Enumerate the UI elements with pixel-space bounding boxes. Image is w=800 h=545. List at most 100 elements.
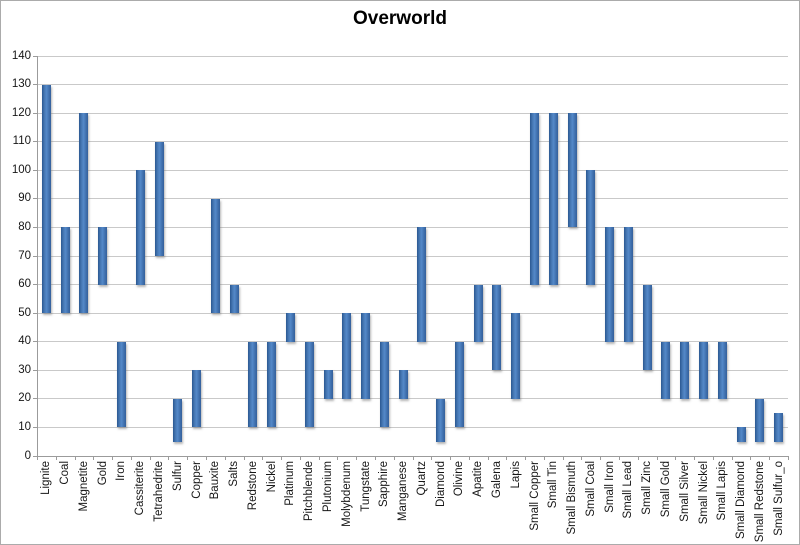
x-label-quartz: Quartz (415, 461, 428, 496)
bar-gold (98, 227, 108, 285)
bar-coal (60, 227, 70, 314)
bar-plutonium (323, 370, 333, 399)
x-axis-tick (130, 456, 132, 460)
x-label-small-zinc: Small Zinc (641, 461, 654, 515)
bar-cassiterite (135, 170, 145, 285)
gridline (37, 198, 788, 200)
x-axis-tick (731, 456, 733, 460)
bar-small-bismuth (567, 113, 577, 228)
x-axis-tick (412, 456, 414, 460)
x-label-tetrahedrite: Tetrahedrite (153, 461, 166, 522)
bar-small-lead (623, 227, 633, 342)
x-axis-tick (149, 456, 151, 460)
x-label-cassiterite: Cassiterite (134, 461, 147, 516)
y-axis-line (37, 56, 38, 457)
x-axis-tick (55, 456, 57, 460)
x-axis-tick (299, 456, 301, 460)
bar-small-nickel (699, 341, 708, 399)
bar-platinum (285, 313, 295, 342)
y-tick-label: 50 (18, 306, 31, 319)
x-label-small-silver: Small Silver (678, 461, 691, 522)
bar-nickel (267, 341, 277, 428)
y-axis-tick (33, 455, 37, 457)
bar-small-sulfur-o (774, 413, 784, 442)
x-label-small-lead: Small Lead (622, 461, 635, 519)
x-label-iron: Iron (115, 461, 128, 481)
bar-tungstate (361, 313, 371, 399)
x-axis-tick (224, 456, 226, 460)
y-tick-label: 120 (11, 106, 31, 119)
y-tick-label: 90 (18, 192, 31, 205)
y-axis-tick (33, 426, 37, 428)
x-axis-tick (468, 456, 470, 460)
bar-bauxite (210, 198, 220, 314)
gridline (37, 226, 788, 228)
y-tick-label: 130 (11, 78, 31, 91)
bar-small-silver (680, 341, 690, 399)
x-label-copper: Copper (190, 461, 203, 499)
x-label-lapis: Lapis (509, 461, 522, 489)
bar-small-zinc (642, 284, 652, 371)
x-label-small-diamond: Small Diamond (735, 461, 748, 539)
x-label-pitchblende: Pitchblende (303, 461, 316, 522)
x-label-nickel: Nickel (265, 461, 278, 493)
x-label-apatite: Apatite (472, 461, 485, 497)
x-label-gold: Gold (96, 461, 109, 486)
x-axis-tick (281, 456, 283, 460)
bar-tetrahedrite (154, 141, 164, 256)
x-axis-tick (93, 456, 95, 460)
x-axis-tick (619, 456, 621, 460)
x-label-small-nickel: Small Nickel (697, 461, 710, 525)
x-label-small-copper: Small Copper (528, 461, 541, 531)
y-tick-label: 100 (11, 163, 31, 176)
bar-redstone (248, 341, 258, 428)
x-axis-tick (168, 456, 170, 460)
x-label-lignite: Lignite (40, 461, 53, 495)
bar-sapphire (379, 341, 389, 428)
x-label-manganese: Manganese (397, 461, 410, 522)
y-tick-label: 140 (11, 49, 31, 62)
y-tick-label: 110 (12, 135, 31, 148)
x-axis-tick (675, 456, 677, 460)
x-axis-tick (337, 456, 339, 460)
x-label-small-gold: Small Gold (659, 461, 672, 518)
x-label-galena: Galena (490, 461, 503, 499)
x-axis-tick (318, 456, 320, 460)
y-axis-tick (33, 55, 37, 57)
gridline (37, 369, 788, 371)
bar-small-gold (661, 341, 671, 399)
y-axis-tick (33, 84, 37, 86)
x-label-small-coal: Small Coal (584, 461, 597, 517)
y-tick-label: 80 (18, 220, 31, 233)
y-tick-label: 40 (18, 335, 31, 348)
x-axis-tick (656, 456, 658, 460)
bar-manganese (398, 370, 408, 399)
bar-small-redstone (755, 398, 765, 442)
bar-apatite (473, 284, 483, 342)
x-axis-tick (788, 456, 789, 460)
y-tick-label: 70 (18, 249, 31, 262)
bar-molybdenum (342, 313, 352, 399)
bar-magnetite (79, 113, 89, 314)
bar-small-copper (530, 113, 540, 285)
bar-diamond (436, 398, 446, 442)
y-tick-label: 10 (18, 420, 31, 433)
y-axis-tick (33, 398, 37, 400)
x-axis-tick (543, 456, 545, 460)
x-axis-tick (262, 456, 264, 460)
y-axis-tick (33, 284, 37, 286)
x-axis-tick (769, 456, 771, 460)
x-label-plutonium: Plutonium (322, 461, 334, 513)
x-label-sulfur: Sulfur (171, 461, 184, 492)
y-tick-label: 0 (24, 449, 31, 462)
x-label-sapphire: Sapphire (378, 461, 391, 508)
x-axis-tick (581, 456, 583, 460)
bar-small-coal (586, 170, 596, 285)
x-label-redstone: Redstone (246, 461, 259, 511)
x-axis-tick (750, 456, 752, 460)
bar-small-tin (548, 113, 558, 285)
gridline (37, 55, 788, 57)
x-axis-tick (374, 456, 376, 460)
